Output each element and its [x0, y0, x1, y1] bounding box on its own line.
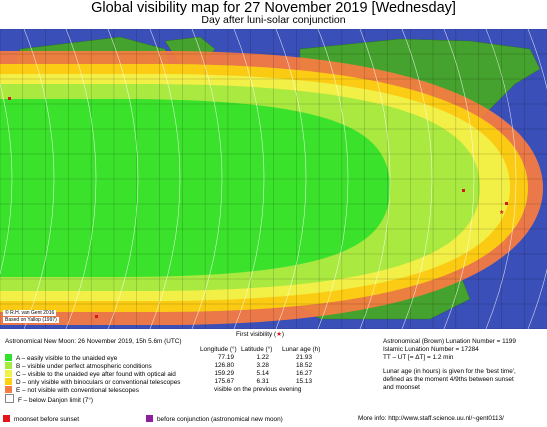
first-visibility-end: )	[281, 331, 284, 338]
moon-age-curve	[65, 29, 97, 329]
first-visibility-heading: First visibility (★)	[236, 331, 284, 339]
zone-lat-value: 1.22	[256, 354, 269, 361]
map-subtitle: Day after luni-solar conjunction	[201, 14, 346, 26]
zone-description: C – visible to the unaided eye after fou…	[16, 371, 176, 378]
legend-row-A: A – easily visible to the unaided eye	[5, 354, 117, 363]
map-title: Global visibility map for 27 November 20…	[91, 0, 456, 16]
zone-note: visible on the previous evening	[214, 386, 302, 393]
twilight-curves	[0, 29, 547, 329]
moon-age-curve	[191, 29, 223, 329]
first-visibility-star: ★	[499, 209, 504, 216]
zone-description: D – only visible with binoculars or conv…	[16, 379, 181, 386]
lunar-age-note-3: and moonset	[383, 384, 420, 391]
moon-age-curve	[485, 29, 517, 329]
lunar-age-note-2: defined as the moment 4/9ths between sun…	[383, 376, 514, 383]
moon-age-curve	[23, 29, 55, 329]
zone-swatch	[5, 386, 12, 393]
moon-age-curve	[317, 29, 349, 329]
more-info-link[interactable]: More info: http://www.staff.science.uu.n…	[358, 415, 504, 422]
lunation-brown: Astronomical (Brown) Lunation Number = 1…	[383, 338, 516, 345]
lunar-age-note-1: Lunar age (in hours) is given for the 'b…	[383, 368, 516, 375]
col-lunar-age: Lunar age (h)	[282, 346, 321, 353]
col-latitude: Latitude (°)	[241, 346, 273, 353]
legend-row-B: B – visible under perfect atmospheric co…	[5, 362, 152, 371]
star-icon: ★	[276, 331, 282, 338]
zone-swatch	[5, 354, 12, 361]
zone-description: F – below Danjon limit (7°)	[18, 397, 94, 404]
moon-age-curve	[359, 29, 391, 329]
zone-description: E – not visible with conventional telesc…	[16, 387, 139, 394]
legend-row-E: E – not visible with conventional telesc…	[5, 386, 139, 395]
svg-text:★: ★	[499, 209, 504, 216]
moon-age-curve	[275, 29, 307, 329]
credit-source: Based on Yallop (1997)	[3, 317, 59, 323]
zone-description: A – easily visible to the unaided eye	[16, 355, 118, 362]
zone-age-value: 18.52	[296, 362, 312, 369]
zone-swatch	[5, 362, 12, 369]
moon-age-curve	[401, 29, 433, 329]
moon-age-curve	[149, 29, 181, 329]
zone-swatch	[5, 370, 12, 377]
zone-lon-value: 77.19	[218, 354, 234, 361]
zone-lon-value: 159.29	[214, 370, 234, 377]
moonset-label: moonset before sunset	[14, 416, 80, 423]
credit-author: © R.H. van Gent 2016	[3, 310, 57, 316]
moon-age-curve	[0, 83, 13, 275]
moonset-legend: moonset before sunset	[3, 415, 79, 424]
lunation-islamic: Islamic Lunation Number = 17284	[383, 346, 479, 353]
zone-lat-value: 3.28	[256, 362, 269, 369]
moon-age-curve	[107, 29, 139, 329]
conjunction-swatch	[146, 415, 153, 422]
visibility-map: ★	[0, 29, 547, 329]
moonset-swatch	[3, 415, 10, 422]
zone-age-value: 21.93	[296, 354, 312, 361]
zone-swatch	[5, 378, 12, 385]
moon-age-curve	[443, 29, 475, 329]
conjunction-label: before conjunction (astronomical new moo…	[157, 416, 283, 423]
zone-lon-value: 175.67	[214, 378, 234, 385]
legend-row-D: D – only visible with binoculars or conv…	[5, 378, 180, 387]
moon-age-curve	[233, 29, 265, 329]
legend-row-F: F – below Danjon limit (7°)	[5, 394, 93, 405]
new-moon-text: Astronomical New Moon: 26 November 2019,…	[5, 338, 182, 345]
first-visibility-label: First visibility (	[236, 331, 277, 338]
zone-A	[0, 99, 390, 277]
zone-description: B – visible under perfect atmospheric co…	[16, 363, 152, 370]
col-longitude: Longitude (°)	[200, 346, 237, 353]
zone-swatch	[5, 394, 14, 403]
first-visibility-markers	[8, 97, 508, 318]
zone-lat-value: 5.14	[256, 370, 269, 377]
zone-lat-value: 6.31	[256, 378, 269, 385]
zone-lon-value: 126.80	[214, 362, 234, 369]
zone-age-value: 15.13	[296, 378, 312, 385]
zone-age-value: 16.27	[296, 370, 312, 377]
legend-row-C: C – visible to the unaided eye after fou…	[5, 370, 176, 379]
conjunction-legend: before conjunction (astronomical new moo…	[146, 415, 283, 424]
moon-age-curve	[527, 29, 547, 329]
delta-t: TT – UT [= ΔT] = 1.2 min	[383, 354, 454, 361]
